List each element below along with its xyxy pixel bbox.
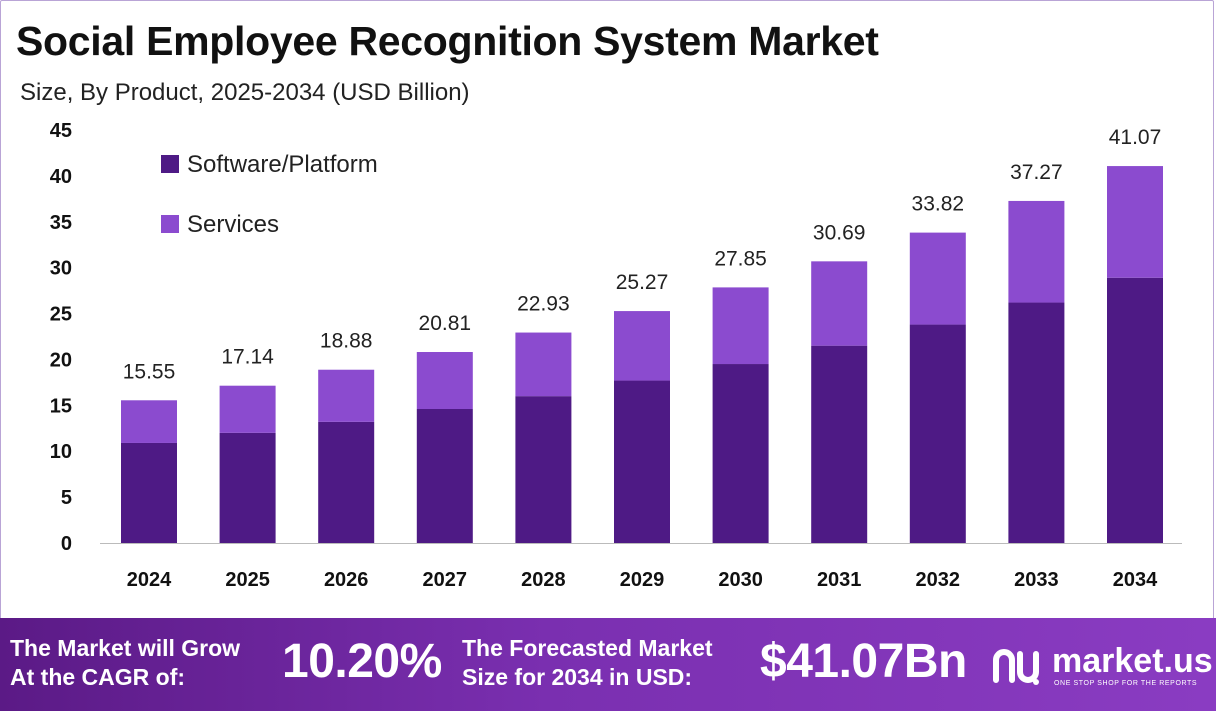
x-tick-label: 2028	[521, 569, 566, 591]
total-value-label: 37.27	[1010, 161, 1063, 184]
total-value-label: 20.81	[419, 312, 472, 335]
x-tick-label: 2027	[423, 569, 468, 591]
bar-segment-services	[219, 385, 276, 433]
x-tick-label: 2032	[916, 569, 961, 591]
y-tick-label: 10	[50, 441, 72, 463]
bar-segment-software	[712, 364, 769, 543]
x-tick-label: 2033	[1014, 569, 1059, 591]
footer-banner: The Market will Grow At the CAGR of: 10.…	[0, 618, 1216, 711]
total-value-label: 25.27	[616, 271, 669, 294]
brand-logo[interactable]: market.us ONE STOP SHOP FOR THE REPORTS	[992, 642, 1213, 690]
total-value-label: 17.14	[221, 346, 274, 369]
x-tick-label: 2030	[718, 569, 763, 591]
total-value-label: 41.07	[1109, 126, 1162, 149]
legend-swatch	[161, 215, 179, 233]
y-tick-label: 25	[50, 304, 72, 326]
cagr-value: 10.20%	[282, 635, 442, 688]
x-tick-label: 2031	[817, 569, 862, 591]
y-tick-label: 30	[50, 258, 72, 280]
legend-label: Services	[187, 211, 279, 238]
forecast-value: $41.07Bn	[760, 635, 967, 688]
bar-segment-services	[416, 352, 473, 410]
bar-segment-services	[712, 287, 769, 365]
total-value-label: 18.88	[320, 330, 373, 353]
bar-segment-software	[515, 396, 572, 543]
forecast-label-line2: Size for 2034 in USD:	[462, 664, 693, 690]
bar-segment-services	[909, 232, 966, 325]
bar-segment-services	[1008, 200, 1065, 303]
y-tick-label: 0	[61, 533, 72, 555]
y-tick-label: 45	[50, 120, 72, 142]
y-tick-label: 15	[50, 395, 72, 417]
bar-segment-services	[121, 400, 177, 443]
bar-segment-software	[318, 421, 375, 543]
x-tick-label: 2034	[1113, 569, 1158, 591]
bar-segment-software	[121, 442, 177, 543]
bar-segment-software	[219, 432, 276, 543]
bar-segment-services	[811, 261, 868, 346]
bar-segment-software	[1107, 277, 1163, 543]
chart-title: Social Employee Recognition System Marke…	[16, 18, 879, 64]
bar-segment-software	[614, 380, 670, 543]
legend-label: Software/Platform	[187, 151, 378, 178]
y-tick-label: 35	[50, 212, 72, 234]
y-tick-label: 5	[61, 487, 72, 509]
bar-segment-services	[614, 311, 670, 381]
x-tick-label: 2024	[127, 569, 172, 591]
chart-subtitle: Size, By Product, 2025-2034 (USD Billion…	[20, 79, 470, 106]
bar-segment-software	[1008, 302, 1065, 543]
bar-segment-software	[416, 409, 473, 543]
x-tick-label: 2026	[324, 569, 369, 591]
cagr-label-line1: The Market will Grow	[10, 635, 241, 661]
brand-tagline: ONE STOP SHOP FOR THE REPORTS	[1054, 680, 1198, 687]
total-value-label: 15.55	[123, 360, 176, 383]
x-tick-label: 2025	[225, 569, 270, 591]
bar-segment-services	[318, 369, 375, 422]
cagr-label: The Market will Grow At the CAGR of:	[10, 634, 240, 692]
legend-swatch	[161, 155, 179, 173]
forecast-label: The Forecasted Market Size for 2034 in U…	[462, 634, 713, 692]
bar-segment-services	[1107, 166, 1163, 278]
x-tick-label: 2029	[620, 569, 665, 591]
market-us-logo-icon	[993, 649, 1039, 685]
total-value-label: 22.93	[517, 293, 570, 316]
total-value-label: 27.85	[714, 247, 767, 270]
total-value-label: 30.69	[813, 221, 866, 244]
bar-segment-software	[909, 324, 966, 543]
total-value-label: 33.82	[912, 193, 965, 216]
bar-chart: 05101520253035404515.55202417.14202518.8…	[50, 120, 1182, 591]
bar-segment-software	[811, 345, 868, 543]
bar-segment-services	[515, 332, 572, 397]
cagr-label-line2: At the CAGR of:	[10, 664, 186, 690]
forecast-label-line1: The Forecasted Market	[462, 635, 713, 661]
y-tick-label: 40	[50, 166, 72, 188]
brand-name: market.us	[1052, 642, 1213, 680]
y-tick-label: 20	[50, 349, 72, 371]
